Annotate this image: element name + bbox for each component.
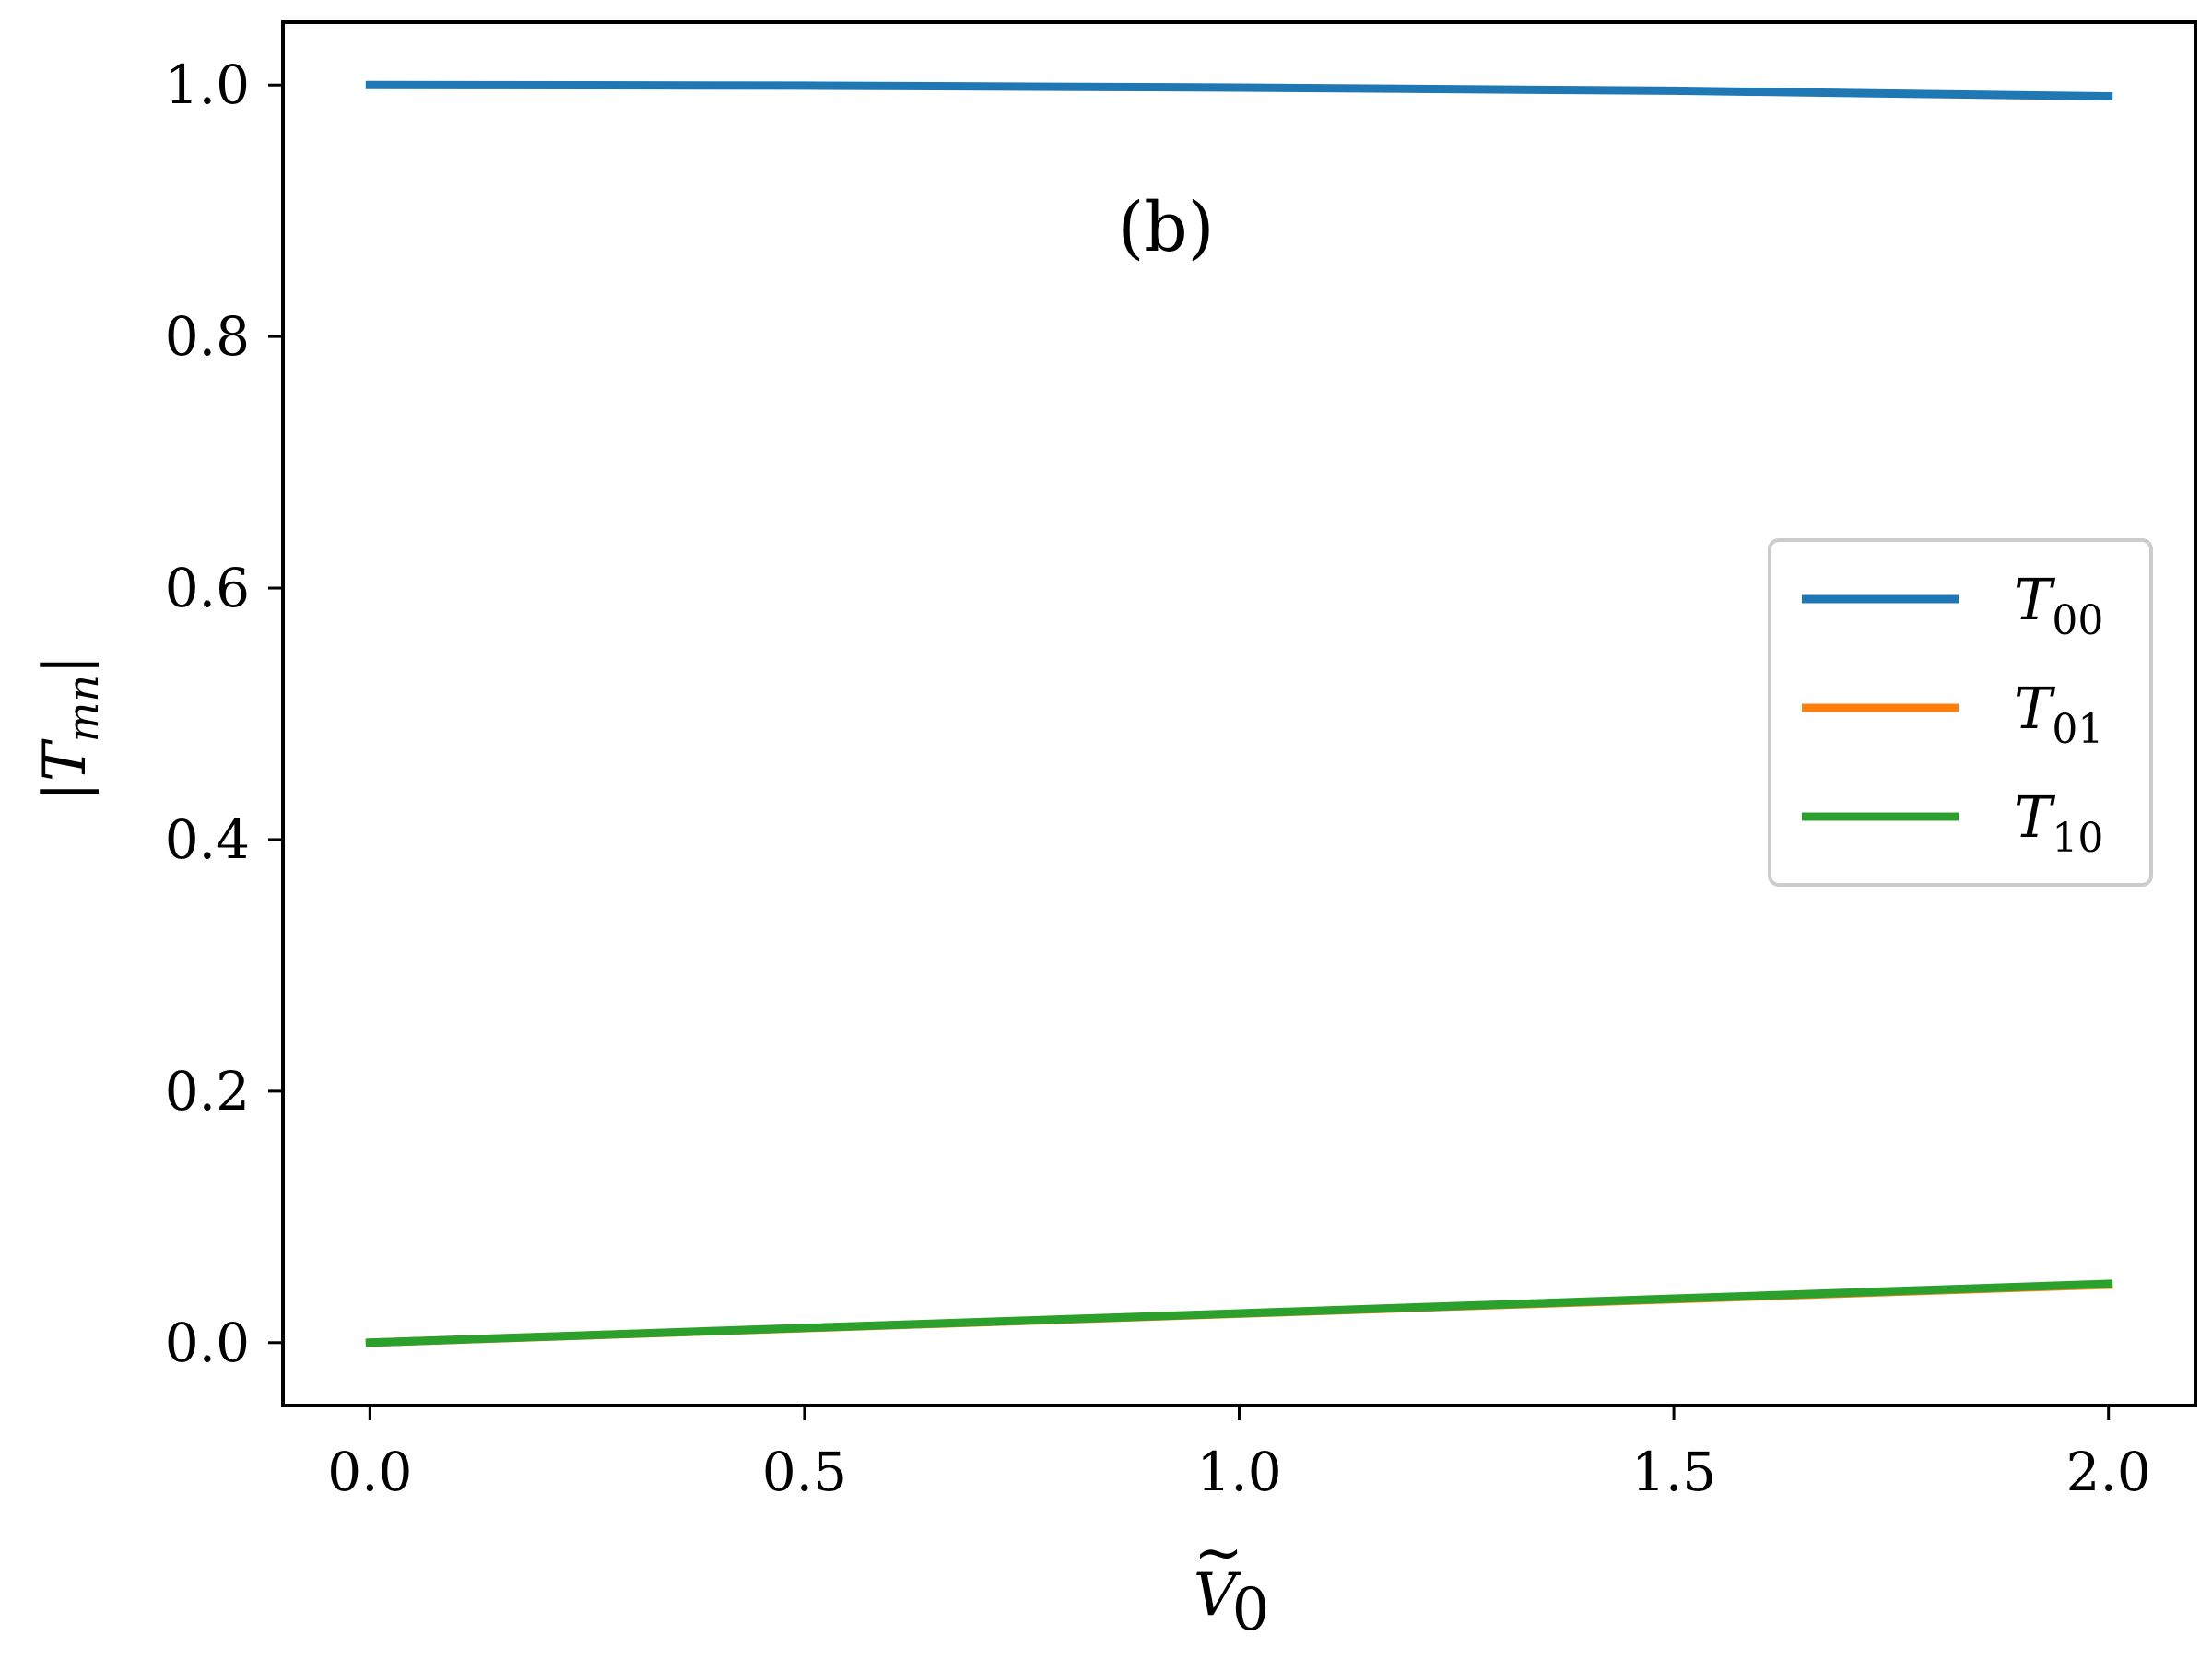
x-axis-ticks: 0.0 0.5 1.0 1.5 2.0: [327, 1406, 2151, 1503]
legend: T00 T01 T10: [1768, 538, 2153, 887]
x-tick-label: 1.0: [1196, 1441, 1281, 1503]
y-tick-label: 0.8: [165, 305, 250, 368]
legend-label-t00: T00: [2014, 566, 2103, 644]
y-tick-label: 0.0: [165, 1312, 250, 1374]
svg-text:V: V: [1194, 1561, 1241, 1630]
x-tick-label: 0.0: [327, 1441, 412, 1503]
y-tick-label: 1.0: [165, 53, 250, 116]
series-line-t10: [365, 1279, 2113, 1347]
x-axis-label: V ~ 0: [1194, 1519, 1269, 1644]
series-line-t00: [365, 80, 2113, 101]
x-tick-label: 0.5: [762, 1441, 847, 1503]
y-tick-label: 0.4: [165, 808, 250, 871]
panel-annotation: (b): [1117, 188, 1214, 267]
x-tick-label: 1.5: [1631, 1441, 1716, 1503]
y-tick-label: 0.6: [165, 557, 250, 619]
legend-box: [1768, 538, 2153, 887]
legend-label-t01: T01: [2014, 675, 2103, 753]
y-axis-ticks: 0.0 0.2 0.4 0.6 0.8 1.0: [165, 53, 283, 1374]
y-tick-label: 0.2: [165, 1060, 250, 1123]
svg-text:0: 0: [1232, 1576, 1270, 1644]
series-layer: [365, 80, 2113, 1347]
legend-label-t10: T10: [2014, 783, 2103, 862]
x-tick-label: 2.0: [2066, 1441, 2151, 1503]
svg-text:~: ~: [1194, 1519, 1243, 1587]
